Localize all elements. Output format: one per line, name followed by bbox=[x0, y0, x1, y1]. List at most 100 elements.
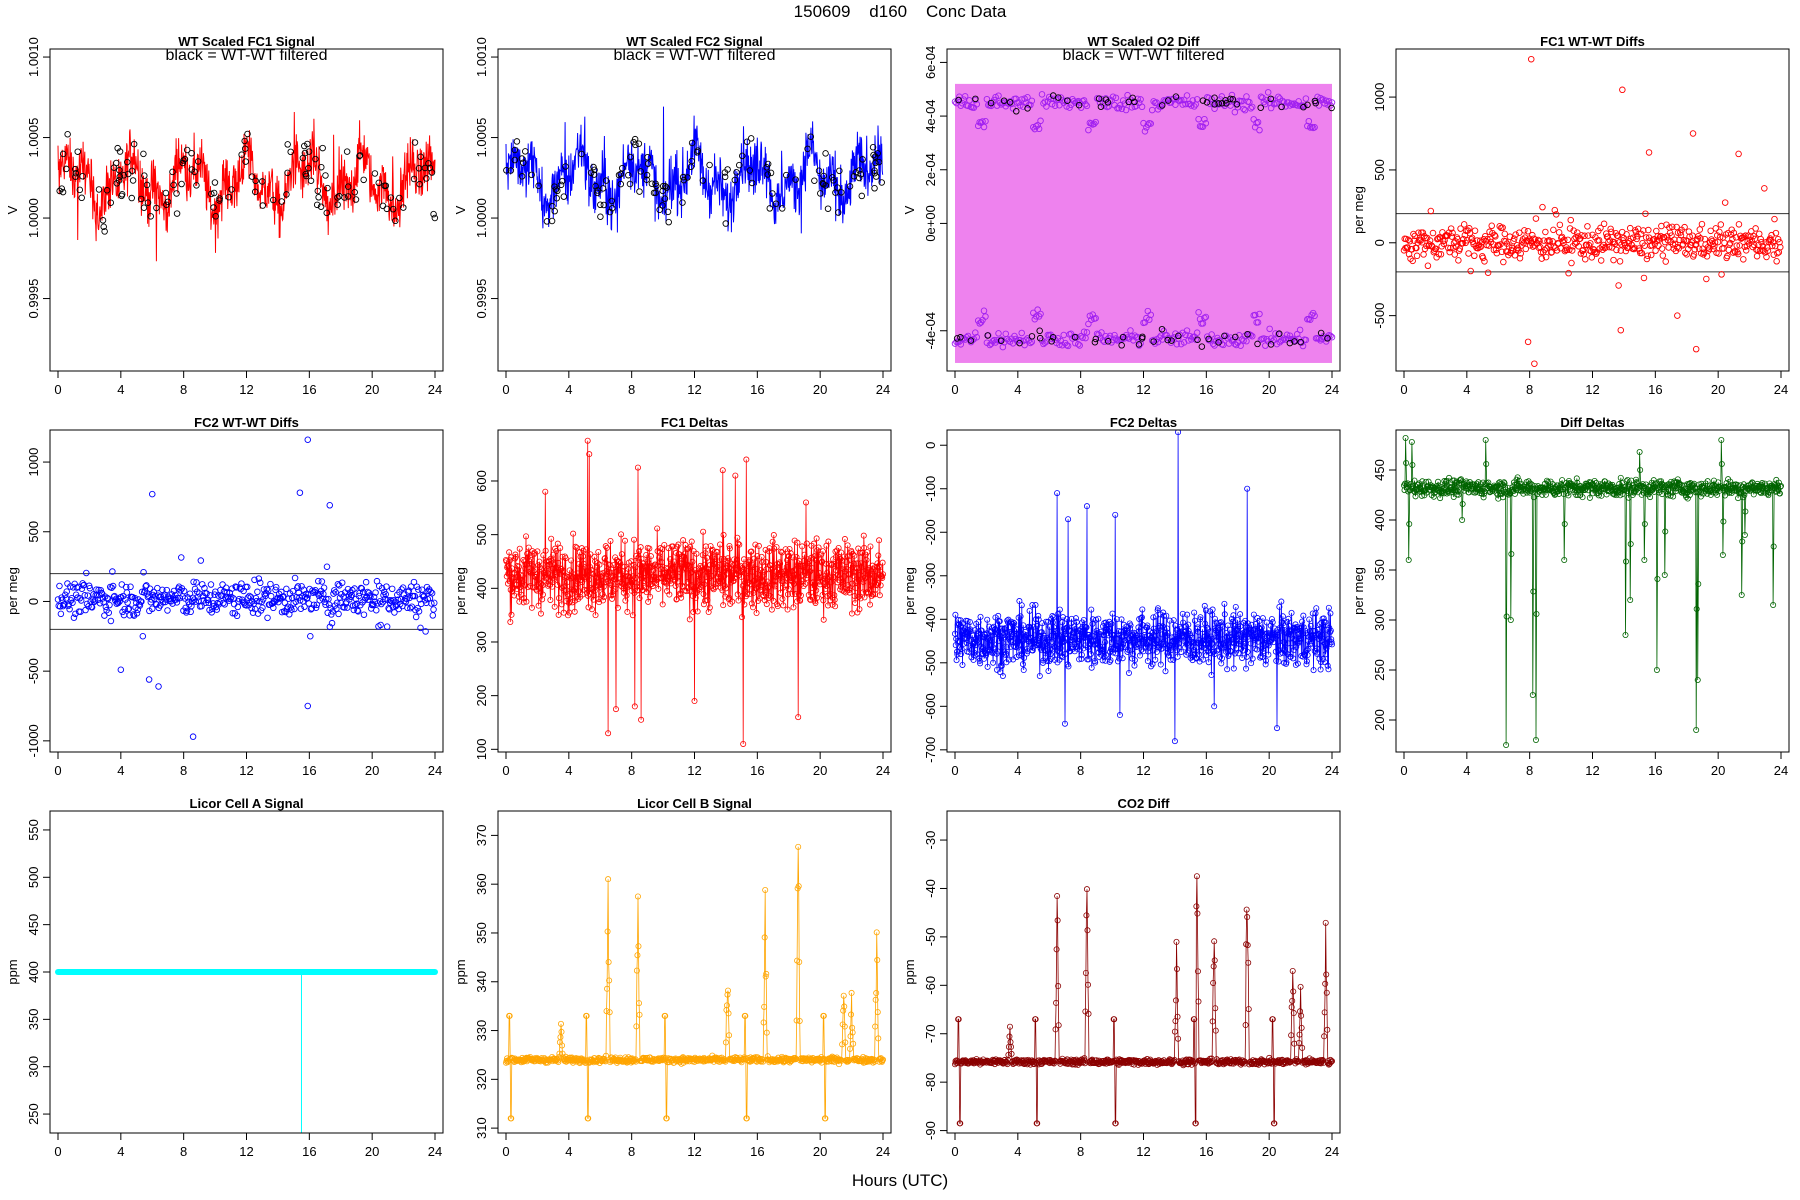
diff-point bbox=[1637, 230, 1645, 238]
filtered-point bbox=[778, 205, 786, 212]
delta-point bbox=[1285, 631, 1292, 638]
diff-point bbox=[1724, 252, 1731, 260]
delta-point bbox=[1622, 632, 1629, 639]
filtered-point bbox=[79, 172, 86, 180]
filtered-point bbox=[643, 171, 651, 179]
diff-point bbox=[1500, 258, 1507, 266]
diff-point bbox=[214, 592, 222, 599]
delta-point bbox=[1653, 667, 1660, 674]
delta-point bbox=[813, 587, 820, 594]
delta-point bbox=[1624, 476, 1631, 483]
delta-point bbox=[1185, 621, 1192, 628]
delta-point bbox=[845, 553, 852, 560]
delta-point bbox=[531, 549, 538, 556]
delta-point bbox=[1244, 620, 1251, 627]
filtered-point bbox=[766, 205, 774, 212]
delta-point bbox=[876, 537, 883, 544]
delta-point bbox=[1219, 623, 1226, 630]
delta-point bbox=[1694, 677, 1701, 684]
diff-point bbox=[1141, 128, 1149, 135]
filtered-point bbox=[626, 180, 634, 188]
diff-point bbox=[1064, 342, 1072, 350]
delta-point bbox=[1591, 477, 1598, 484]
diff-point bbox=[387, 597, 395, 604]
delta-point bbox=[561, 587, 568, 594]
filtered-point bbox=[819, 180, 826, 187]
diff-point bbox=[1311, 312, 1318, 320]
diff-point bbox=[148, 596, 155, 603]
filtered-point bbox=[1000, 97, 1008, 104]
delta-point bbox=[953, 657, 960, 664]
filtered-point bbox=[95, 186, 103, 193]
delta-point bbox=[1647, 494, 1654, 501]
delta-point bbox=[959, 661, 966, 668]
diff-point bbox=[323, 595, 330, 603]
diff-point bbox=[1434, 235, 1441, 243]
filtered-point bbox=[535, 182, 542, 190]
filtered-point bbox=[644, 153, 651, 161]
filtered-point bbox=[431, 214, 439, 222]
diff-point bbox=[312, 604, 320, 611]
delta-point bbox=[1303, 658, 1310, 665]
y-tick-label: 300 bbox=[474, 631, 489, 653]
delta-point bbox=[561, 574, 568, 581]
delta-point bbox=[761, 571, 768, 578]
filtered-point bbox=[1267, 341, 1275, 348]
delta-point bbox=[1175, 644, 1182, 651]
y-tick-label: 2e-04 bbox=[923, 153, 938, 186]
delta-point bbox=[1042, 647, 1049, 654]
filtered-point bbox=[1203, 99, 1211, 106]
delta-point bbox=[1037, 633, 1044, 640]
diff-point bbox=[1082, 100, 1089, 108]
delta-point bbox=[1032, 602, 1039, 609]
delta-point bbox=[1561, 521, 1568, 528]
delta-line bbox=[954, 432, 1333, 742]
filtered-point bbox=[72, 169, 80, 177]
plot-area bbox=[1396, 55, 1789, 367]
delta-point bbox=[972, 627, 979, 634]
delta-point bbox=[1180, 633, 1187, 640]
diff-point bbox=[1459, 239, 1466, 247]
delta-point bbox=[1702, 482, 1709, 489]
filtered-point bbox=[241, 145, 249, 152]
delta-point bbox=[969, 632, 976, 639]
delta-point bbox=[1675, 480, 1682, 487]
delta-point bbox=[1285, 615, 1292, 622]
diff-point bbox=[1750, 232, 1757, 240]
diff-point bbox=[373, 607, 380, 614]
diff-point bbox=[390, 597, 397, 604]
filtered-point bbox=[1276, 330, 1283, 337]
filtered-point bbox=[1158, 102, 1166, 109]
delta-point bbox=[1247, 640, 1254, 647]
delta-point bbox=[815, 544, 822, 551]
delta-point bbox=[506, 557, 513, 564]
delta-point bbox=[1177, 628, 1184, 635]
diff-point bbox=[184, 594, 192, 601]
delta-point bbox=[1255, 624, 1262, 631]
diff-point bbox=[1182, 100, 1189, 108]
delta-point bbox=[673, 595, 680, 602]
delta-point bbox=[1261, 639, 1268, 646]
delta-point bbox=[1636, 448, 1643, 455]
delta-point bbox=[634, 464, 641, 471]
filtered-point bbox=[764, 160, 772, 168]
x-tick-label: 16 bbox=[302, 382, 316, 397]
filtered-point bbox=[140, 204, 148, 211]
delta-point bbox=[636, 595, 643, 602]
diff-point bbox=[1681, 223, 1688, 231]
delta-point bbox=[589, 606, 596, 613]
filtered-point bbox=[875, 158, 883, 166]
delta-point bbox=[1741, 532, 1748, 539]
diff-point bbox=[1251, 123, 1259, 131]
diff-point bbox=[388, 585, 396, 593]
delta-point bbox=[1029, 602, 1036, 609]
diff-point bbox=[148, 605, 156, 613]
diff-point bbox=[1018, 329, 1025, 337]
diff-point bbox=[354, 607, 361, 614]
delta-point bbox=[603, 544, 610, 551]
delta-point bbox=[795, 714, 802, 721]
delta-point bbox=[613, 557, 620, 564]
delta-point bbox=[1072, 615, 1079, 622]
delta-point bbox=[529, 584, 536, 591]
